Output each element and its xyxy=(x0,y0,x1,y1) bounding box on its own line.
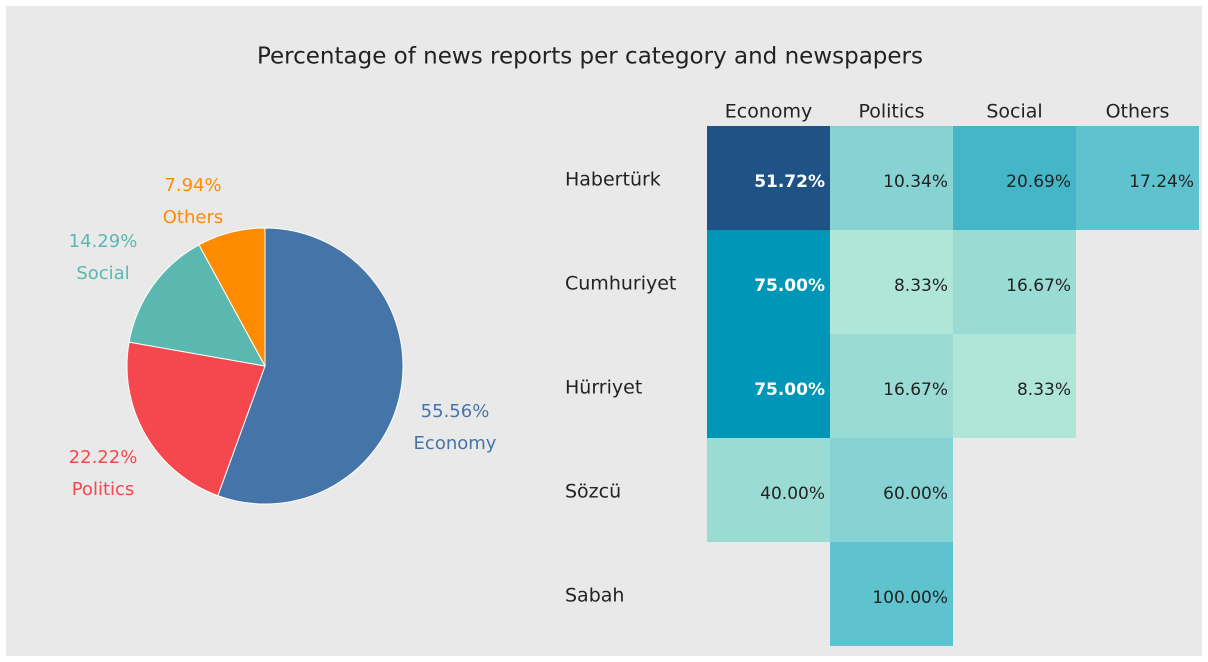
cell-label: 40.00% xyxy=(760,484,825,504)
cell-label: 51.72% xyxy=(754,172,825,192)
heatmap-cell xyxy=(1076,126,1199,230)
pie-category-label: Economy xyxy=(414,433,497,454)
cell-label: 60.00% xyxy=(883,484,948,504)
cell-label: 8.33% xyxy=(1017,380,1071,400)
cell-label: 16.67% xyxy=(883,380,948,400)
heatmap-cell xyxy=(707,334,830,438)
heatmap-cell xyxy=(830,334,953,438)
heatmap-cell xyxy=(707,230,830,334)
pie-value-label: 22.22% xyxy=(69,447,138,468)
chart-title: Percentage of news reports per category … xyxy=(257,44,923,70)
cell-label: 17.24% xyxy=(1129,172,1194,192)
heatmap-cell xyxy=(953,230,1076,334)
heatmap-cell xyxy=(830,438,953,542)
row-header: Sözcü xyxy=(565,481,621,503)
heatmap-cell xyxy=(707,126,830,230)
cell-label: 8.33% xyxy=(894,276,948,296)
column-header: Social xyxy=(986,101,1042,123)
pie-slice xyxy=(128,244,266,367)
column-header: Others xyxy=(1106,101,1170,123)
pie-value-label: 14.29% xyxy=(69,231,138,252)
row-header: Cumhuriyet xyxy=(565,273,676,295)
cell-label: 75.00% xyxy=(754,276,825,296)
row-header: Sabah xyxy=(565,585,624,607)
heatmap-cell xyxy=(830,542,953,646)
cell-label: 75.00% xyxy=(754,380,825,400)
heatmap-cell xyxy=(953,334,1076,438)
pie-slice xyxy=(217,227,404,505)
pie-category-label: Others xyxy=(163,207,224,228)
pie-slice xyxy=(126,341,266,497)
pie-value-label: 7.94% xyxy=(164,175,221,196)
pie-category-label: Social xyxy=(76,263,129,284)
heatmap-cell xyxy=(953,126,1076,230)
row-header: Hürriyet xyxy=(565,377,642,399)
cell-label: 20.69% xyxy=(1006,172,1071,192)
cell-label: 10.34% xyxy=(883,172,948,192)
cell-label: 16.67% xyxy=(1006,276,1071,296)
pie-category-label: Politics xyxy=(72,479,135,500)
pie-slice xyxy=(198,227,266,367)
heatmap-cell xyxy=(707,438,830,542)
cell-label: 100.00% xyxy=(872,588,948,608)
column-header: Economy xyxy=(725,101,813,123)
heatmap-cell xyxy=(830,230,953,334)
pie-value-label: 55.56% xyxy=(421,401,490,422)
column-header: Politics xyxy=(858,101,924,123)
row-header: Habertürk xyxy=(565,169,661,191)
heatmap-cell xyxy=(830,126,953,230)
